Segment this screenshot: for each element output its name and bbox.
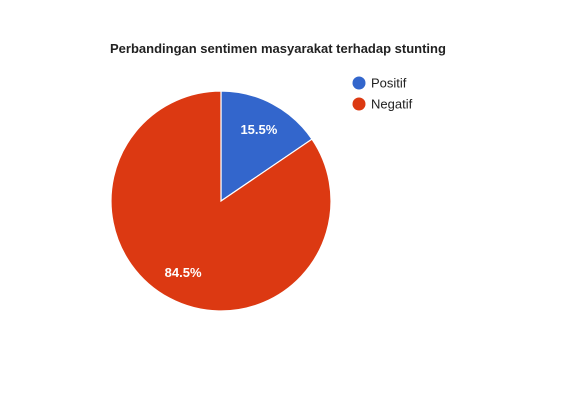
slice-label-negatif: 84.5% bbox=[165, 265, 202, 280]
legend-item-positif[interactable]: Positif bbox=[352, 76, 407, 91]
slice-labels: 15.5% 84.5% bbox=[165, 122, 278, 280]
legend-label-positif: Positif bbox=[371, 76, 407, 91]
slice-label-positif: 15.5% bbox=[240, 122, 277, 137]
legend-label-negatif: Negatif bbox=[371, 97, 413, 112]
legend: Positif Negatif bbox=[352, 76, 413, 112]
pie-slice-positif[interactable] bbox=[220, 90, 313, 203]
legend-swatch-negatif bbox=[352, 97, 366, 111]
pie-slice-negatif[interactable] bbox=[110, 90, 332, 312]
legend-item-negatif[interactable]: Negatif bbox=[352, 97, 413, 112]
chart-title: Perbandingan sentimen masyarakat terhada… bbox=[110, 41, 446, 56]
legend-swatch-positif bbox=[352, 76, 366, 90]
pie-slices bbox=[110, 90, 332, 312]
